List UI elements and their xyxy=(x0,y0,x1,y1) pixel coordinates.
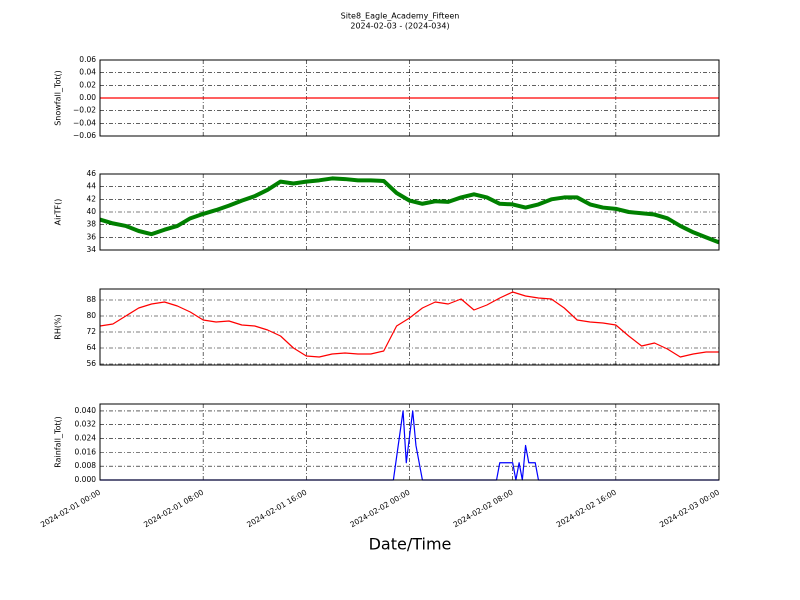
x-axis-label: Date/Time xyxy=(369,535,452,554)
y-tick-label: 88 xyxy=(86,295,96,304)
x-tick-label: 2024-02-02 00:00 xyxy=(348,488,411,530)
y-tick-label: 38 xyxy=(86,220,96,229)
y-tick-label: 56 xyxy=(86,359,96,368)
y-tick-label: 0.00 xyxy=(79,93,96,102)
x-tick-label: 2024-02-01 00:00 xyxy=(39,488,102,530)
x-tick-label: 2024-02-02 08:00 xyxy=(452,488,515,530)
y-axis-label: Rainfall_Tot() xyxy=(54,416,63,468)
y-axis-label: RH(%) xyxy=(54,314,63,339)
panel-frame xyxy=(99,59,720,137)
data-line xyxy=(99,176,720,245)
y-tick-label: 36 xyxy=(86,232,96,241)
y-tick-label: 0.02 xyxy=(79,80,96,89)
x-tick-label: 2024-02-01 16:00 xyxy=(245,488,308,530)
y-tick-label: 34 xyxy=(86,245,96,254)
y-tick-label: 40 xyxy=(86,207,96,216)
panel-frame xyxy=(99,403,720,481)
y-tick-label: 64 xyxy=(86,343,96,352)
y-tick-label: 46 xyxy=(86,169,96,178)
y-tick-label: 42 xyxy=(86,194,96,203)
data-line xyxy=(99,291,719,358)
figure-title: Site8_Eagle_Academy_Fifteen xyxy=(341,12,460,21)
y-tick-label: 0.024 xyxy=(75,434,97,443)
y-tick-label: 0.032 xyxy=(75,420,97,429)
y-tick-label: 80 xyxy=(86,311,96,320)
panel-frame xyxy=(99,288,720,366)
y-tick-label: 44 xyxy=(86,182,96,191)
x-tick-label: 2024-02-01 08:00 xyxy=(142,488,205,530)
x-tick-label: 2024-02-02 16:00 xyxy=(555,488,618,530)
y-axis-label: Snowfall_Tot() xyxy=(54,70,63,126)
y-tick-label: 0.04 xyxy=(79,68,96,77)
figure-subtitle: 2024-02-03 - (2024-034) xyxy=(350,22,449,31)
y-tick-label: −0.04 xyxy=(73,118,96,127)
x-tick-label: 2024-02-03 00:00 xyxy=(658,488,721,530)
y-tick-label: −0.02 xyxy=(73,106,96,115)
y-axis-label: AirTF() xyxy=(54,199,63,226)
y-tick-label: 0.000 xyxy=(75,475,97,484)
y-tick-label: 0.040 xyxy=(75,406,97,415)
y-tick-label: 0.008 xyxy=(75,461,97,470)
panel-frame xyxy=(99,173,720,251)
y-tick-label: 72 xyxy=(86,327,96,336)
y-tick-label: 0.016 xyxy=(75,447,97,456)
y-tick-label: −0.06 xyxy=(73,131,96,140)
y-tick-label: 0.06 xyxy=(79,55,96,64)
data-line xyxy=(100,410,719,481)
